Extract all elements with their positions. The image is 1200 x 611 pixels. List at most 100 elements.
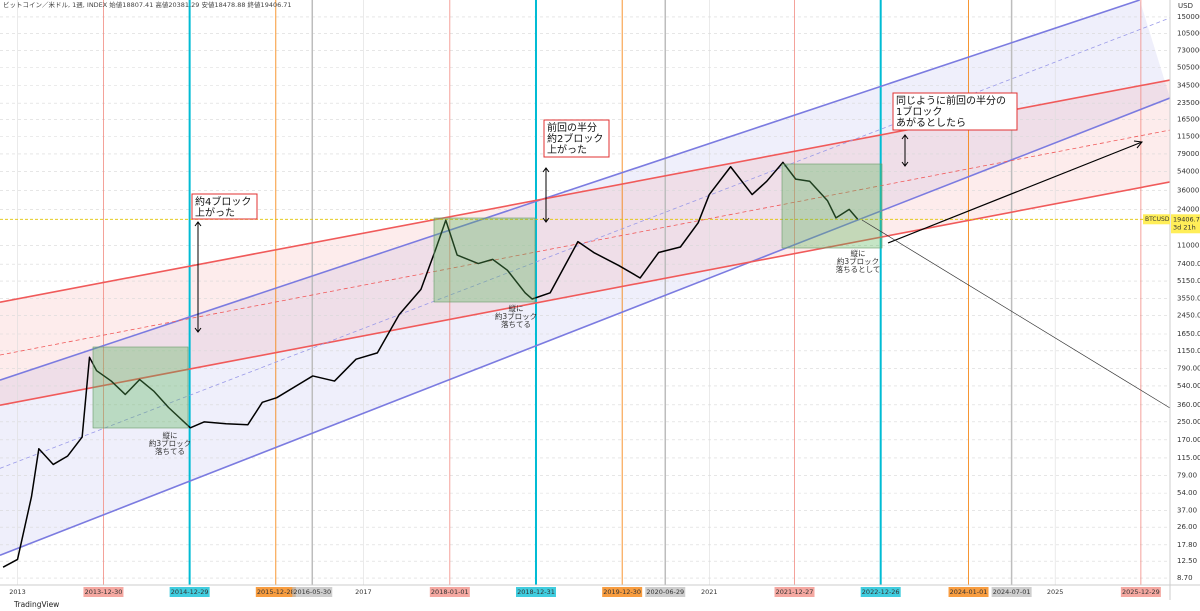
price-line: [2, 161, 859, 568]
y-tick-label: 24000.00: [1177, 205, 1200, 213]
price-countdown: 3d 21h: [1173, 223, 1196, 231]
trend-line: [0, 129, 1170, 356]
price-marker: [1171, 214, 1200, 234]
axes: 1500000.00 1050000.00 730000.00 505000.00 34…: [9, 13, 1200, 597]
y-tick-label: 26.00: [1177, 523, 1197, 531]
x-tick-label: 2021-12-27: [776, 588, 814, 596]
y-tick-label: 235000.00: [1177, 99, 1200, 107]
annotation: 約4ブロック上がった: [195, 195, 251, 219]
y-tick-label: 1150.00: [1177, 347, 1200, 355]
note-line: 縦に: [509, 303, 524, 313]
y-tick-label: 3550.00: [1177, 294, 1200, 302]
x-tick-label: 2013-12-30: [85, 588, 123, 596]
x-tick-label: 2025-12-29: [1122, 588, 1160, 596]
annotation-box: [191, 193, 258, 220]
trend-line: [0, 0, 1140, 381]
y-tick-label: 54.00: [1177, 489, 1197, 497]
x-tick-bg: [991, 587, 1032, 597]
note-line: 縦に: [163, 430, 178, 440]
note: 縦に約3ブロック落ちてる: [495, 303, 537, 329]
x-tick-label: 2017: [355, 588, 372, 596]
footer: TradingView: [13, 600, 59, 609]
x-tick-label: 2016-05-30: [293, 588, 331, 596]
y-tick-label: 7400.00: [1177, 260, 1200, 268]
y-tick-label: 115000.00: [1177, 132, 1200, 140]
y-tick-label: 5150.00: [1177, 277, 1200, 285]
y-tick-label: 8.70: [1177, 574, 1193, 582]
annotation-box: [543, 119, 610, 158]
x-tick-label: 2024-07-01: [993, 588, 1031, 596]
range-box: [433, 217, 536, 303]
channel-fill: [0, 0, 1170, 556]
trend-line: [0, 97, 1170, 557]
x-tick-bg: [515, 587, 556, 597]
y-tick-label: 2450.00: [1177, 312, 1200, 320]
range-box: [781, 163, 883, 249]
x-tick-bg: [645, 587, 686, 597]
chart-title: ビットコイン／米ドル, 1週, INDEX 始値18807.41 高値20381…: [3, 0, 292, 9]
y-tick-label: 54000.00: [1177, 168, 1200, 176]
projection-arrow: [887, 141, 1143, 244]
annotation: 同じように前回の半分の 1ブロックあがるとしたら: [896, 94, 1006, 129]
y-tick-label: 17.80: [1177, 541, 1197, 549]
annotation-line: 前回の半分: [547, 121, 597, 134]
x-tick-bg: [860, 587, 901, 597]
y-tick-label: 345000.00: [1177, 81, 1200, 89]
y-tick-label: 170.00: [1177, 436, 1200, 444]
annotation-line: 上がった: [195, 206, 235, 219]
x-tick-label: 2018-01-01: [431, 588, 469, 596]
annotation-line: 1ブロック: [896, 105, 942, 118]
note-line: 落ちてる: [155, 446, 185, 456]
x-tick-label: 2021: [701, 588, 718, 596]
x-tick-label: 2015-12-28: [257, 588, 295, 596]
x-tick-bg: [774, 587, 815, 597]
y-tick-label: 12.50: [1177, 557, 1197, 565]
x-tick-label: 2013: [9, 588, 26, 596]
note-line: 約3ブロック: [495, 311, 537, 321]
x-tick-label: 2024-01-01: [950, 588, 988, 596]
annotation-line: 同じように前回の半分の: [896, 94, 1006, 107]
x-tick-label: 2020-06-29: [646, 588, 684, 596]
y-tick-label: 730000.00: [1177, 46, 1200, 54]
annotation-box: [892, 92, 1018, 131]
price-value: 19406.71: [1173, 215, 1200, 223]
y-tick-label: 1650.00: [1177, 330, 1200, 338]
y-tick-label: 360.00: [1177, 401, 1200, 409]
note: 縦に約3ブロック落ちてる: [149, 430, 191, 456]
note: 縦に約3ブロック落ちるとして: [836, 248, 881, 274]
y-tick-label: 79000.00: [1177, 150, 1200, 158]
arrow-head: [1133, 140, 1143, 149]
x-tick-bg: [83, 587, 124, 597]
y-tick-label: 790.00: [1177, 364, 1200, 372]
annotation-line: 約2ブロック: [547, 132, 603, 145]
y-tick-label: 250.00: [1177, 418, 1200, 426]
x-tick-label: 2018-12-31: [517, 588, 555, 596]
annotation-line: 上がった: [547, 143, 587, 156]
y-tick-label: 37.00: [1177, 507, 1197, 515]
y-tick-label: 165000.00: [1177, 116, 1200, 124]
price-marker: [1143, 214, 1170, 225]
y-tick-label: 505000.00: [1177, 64, 1200, 72]
y-tick-label: 11000.00: [1177, 242, 1200, 250]
x-tick-bg: [429, 587, 470, 597]
y-tick-label: 1050000.00: [1177, 30, 1200, 38]
x-tick-bg: [169, 587, 210, 597]
x-tick-bg: [1120, 587, 1161, 597]
x-tick-bg: [292, 587, 333, 597]
note-line: 約3ブロック: [149, 438, 191, 448]
y-tick-label: 79.00: [1177, 471, 1197, 479]
x-tick-bg: [255, 587, 296, 597]
annotation-line: 約4ブロック: [195, 195, 251, 208]
note-line: 落ちてる: [501, 319, 531, 329]
double-arrows: [194, 134, 909, 333]
price-symbol: BTCUSD: [1145, 216, 1170, 223]
y-tick-label: 36000.00: [1177, 187, 1200, 195]
range-box: [92, 346, 189, 429]
y-tick-label: 1500000.00: [1177, 13, 1200, 21]
x-tick-label: 2019-12-30: [603, 588, 641, 596]
x-tick-bg: [948, 587, 989, 597]
note-line: 約3ブロック: [837, 256, 879, 266]
x-tick-bg: [602, 587, 643, 597]
note-line: 落ちるとして: [836, 264, 881, 274]
note-line: 縦に: [851, 248, 866, 258]
